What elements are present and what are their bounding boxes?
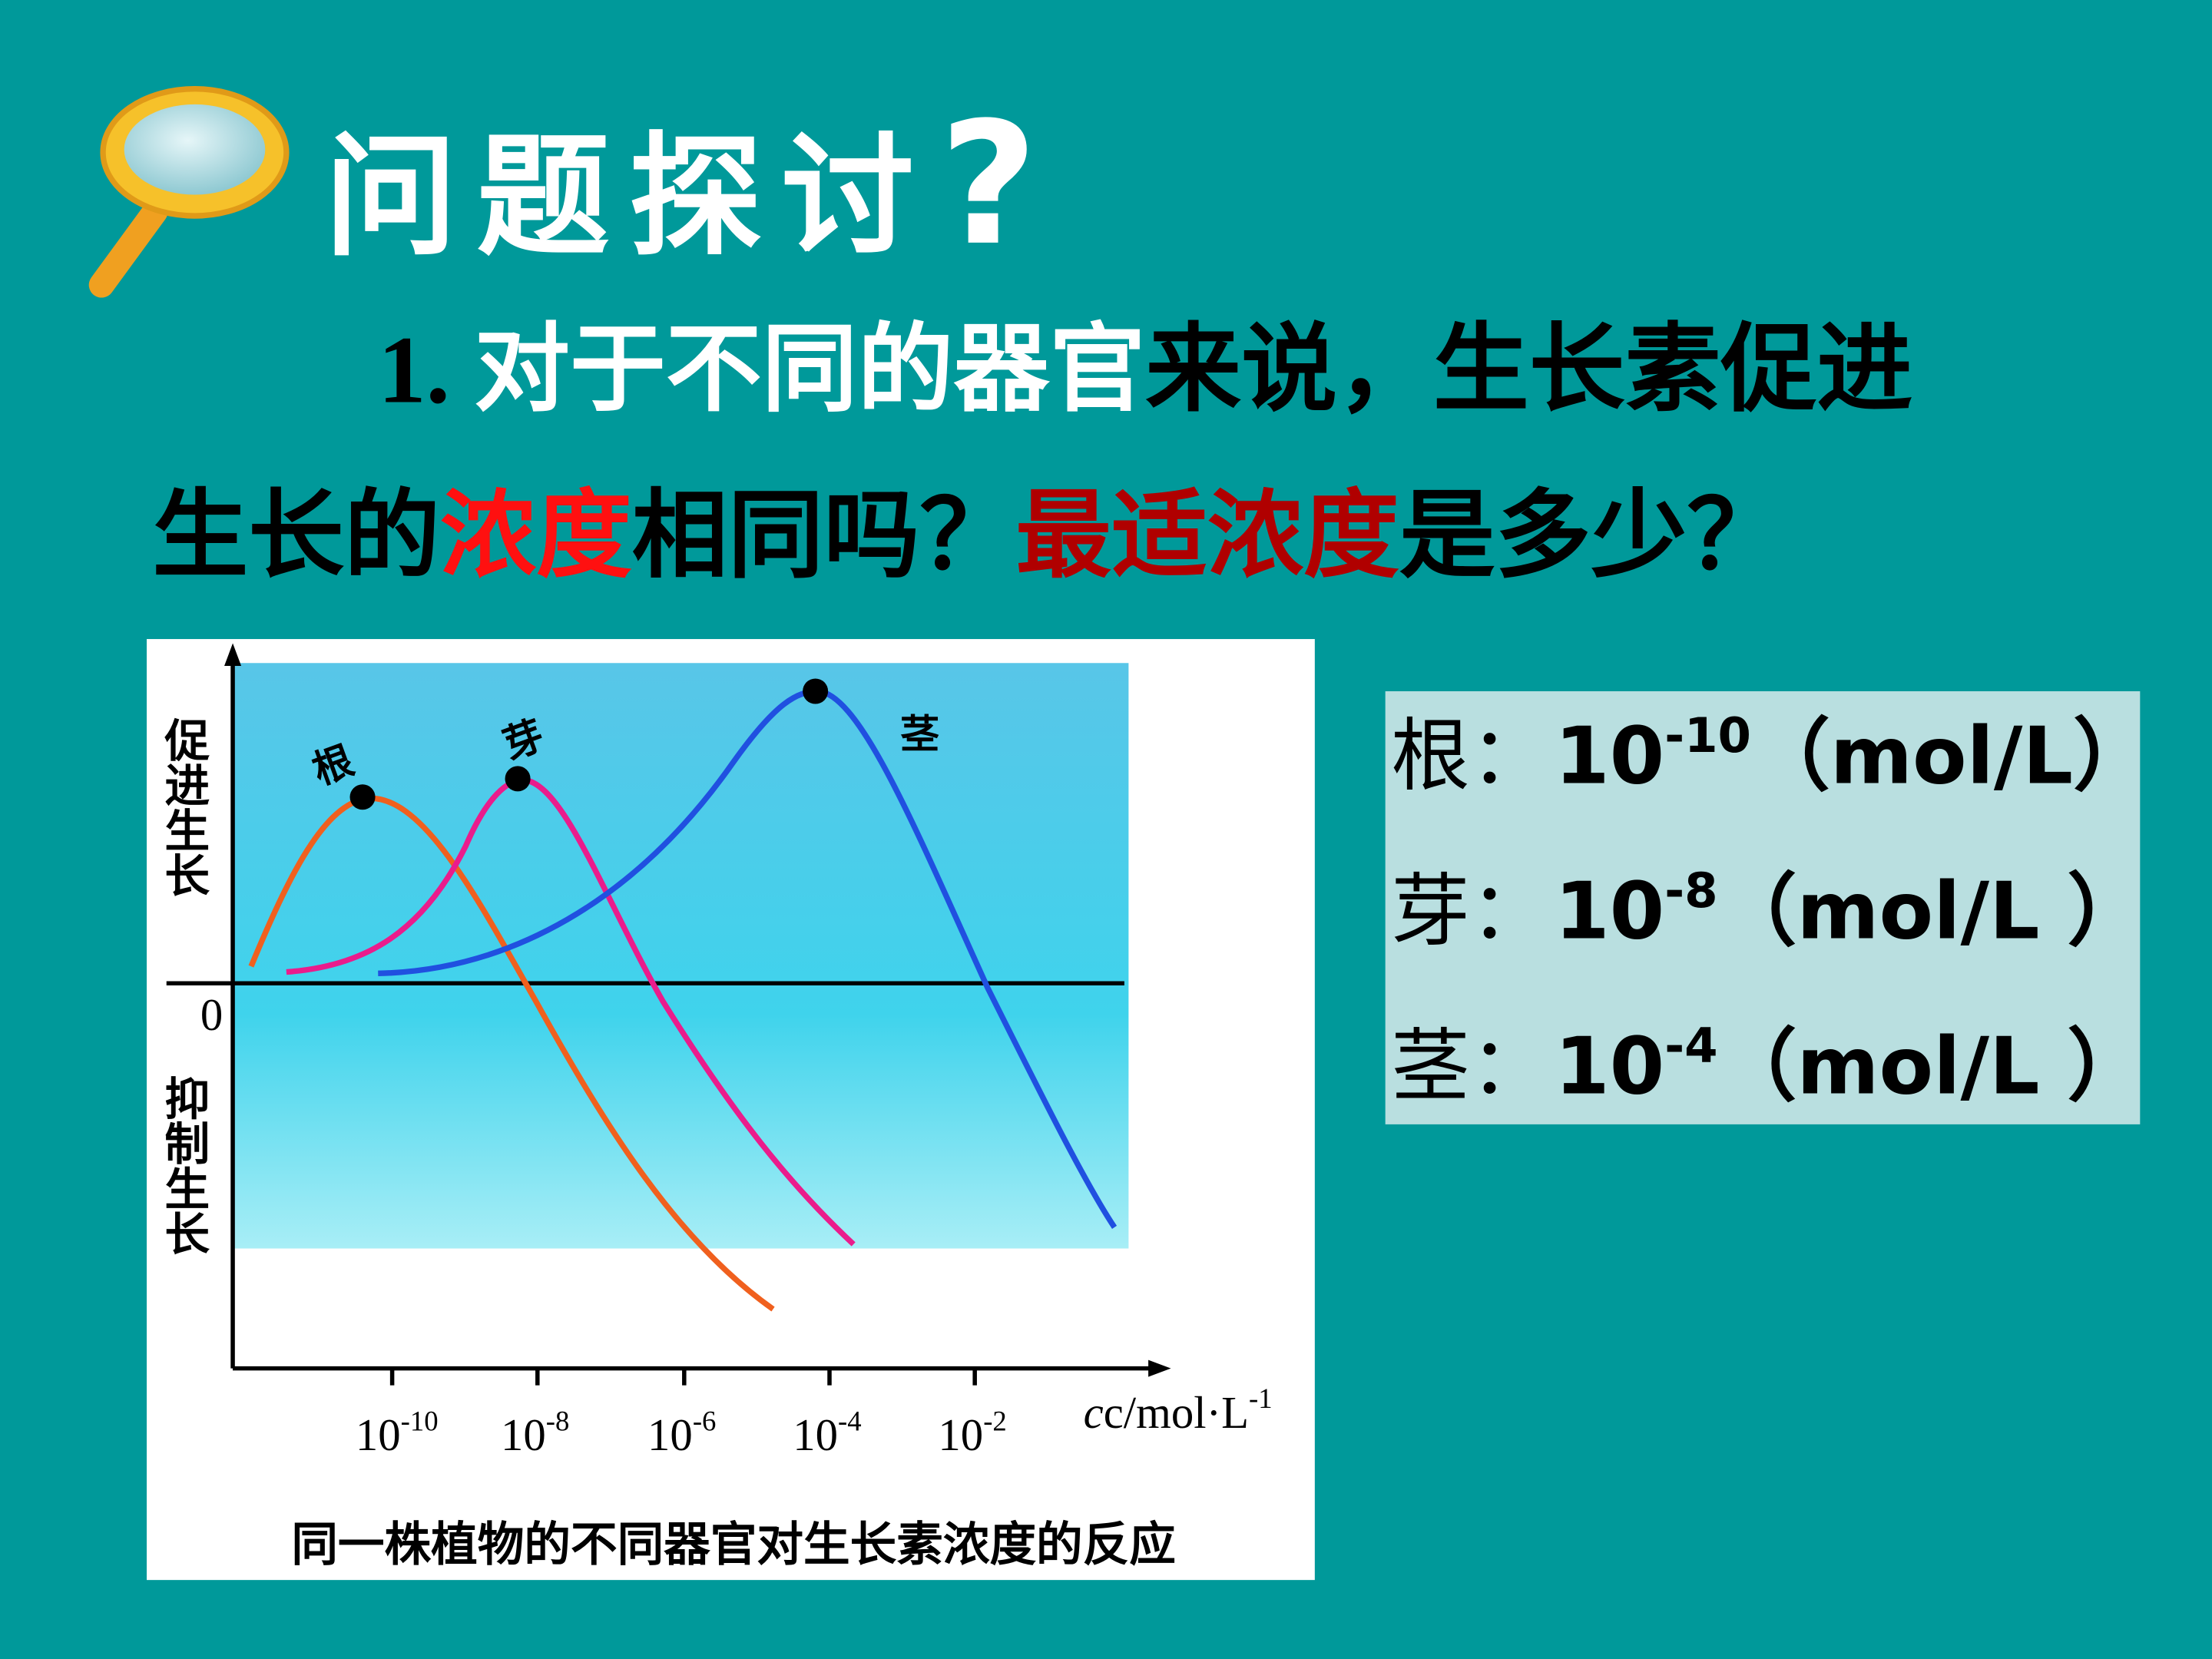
magnifier-icon — [88, 86, 290, 298]
x-tick-label: 10-2 — [938, 1405, 1006, 1460]
curve-label: 茎 — [900, 711, 939, 757]
x-tick-label: 10-8 — [501, 1405, 569, 1460]
x-tick-label: 10-6 — [647, 1405, 716, 1460]
answer-row: 芽： 10-8（mol/L ） — [1391, 863, 2146, 957]
x-axis-label: cc/mol·L-1 — [1084, 1382, 1273, 1438]
question-line-2: 生长的浓度相同吗？最适浓度是多少？ — [152, 480, 1783, 591]
x-tick-label: 10-10 — [356, 1405, 439, 1460]
title: 问题探讨? — [324, 85, 1057, 283]
caption: 同一株植物的不同器官对生长素浓度的反应 — [291, 1518, 1176, 1571]
question-line-1: 1. 对于不同的器官来说，生长素促进 — [378, 313, 1912, 425]
answer-box — [1385, 691, 2141, 1124]
y-top-label: 促进生长 — [157, 717, 210, 897]
figure: 根 芽 茎 促进生长 0 抑制生长 10-10 10-8 10-6 10-4 10-2 … — [147, 639, 1315, 1581]
y-zero-label: 0 — [200, 990, 223, 1040]
answer-row: 根： 10-10（mol/L） — [1391, 707, 2152, 802]
x-tick-label: 10-4 — [793, 1405, 861, 1460]
y-bottom-label: 抑制生长 — [157, 1075, 210, 1256]
answer-row: 茎： 10-4（mol/L ） — [1391, 1018, 2146, 1112]
